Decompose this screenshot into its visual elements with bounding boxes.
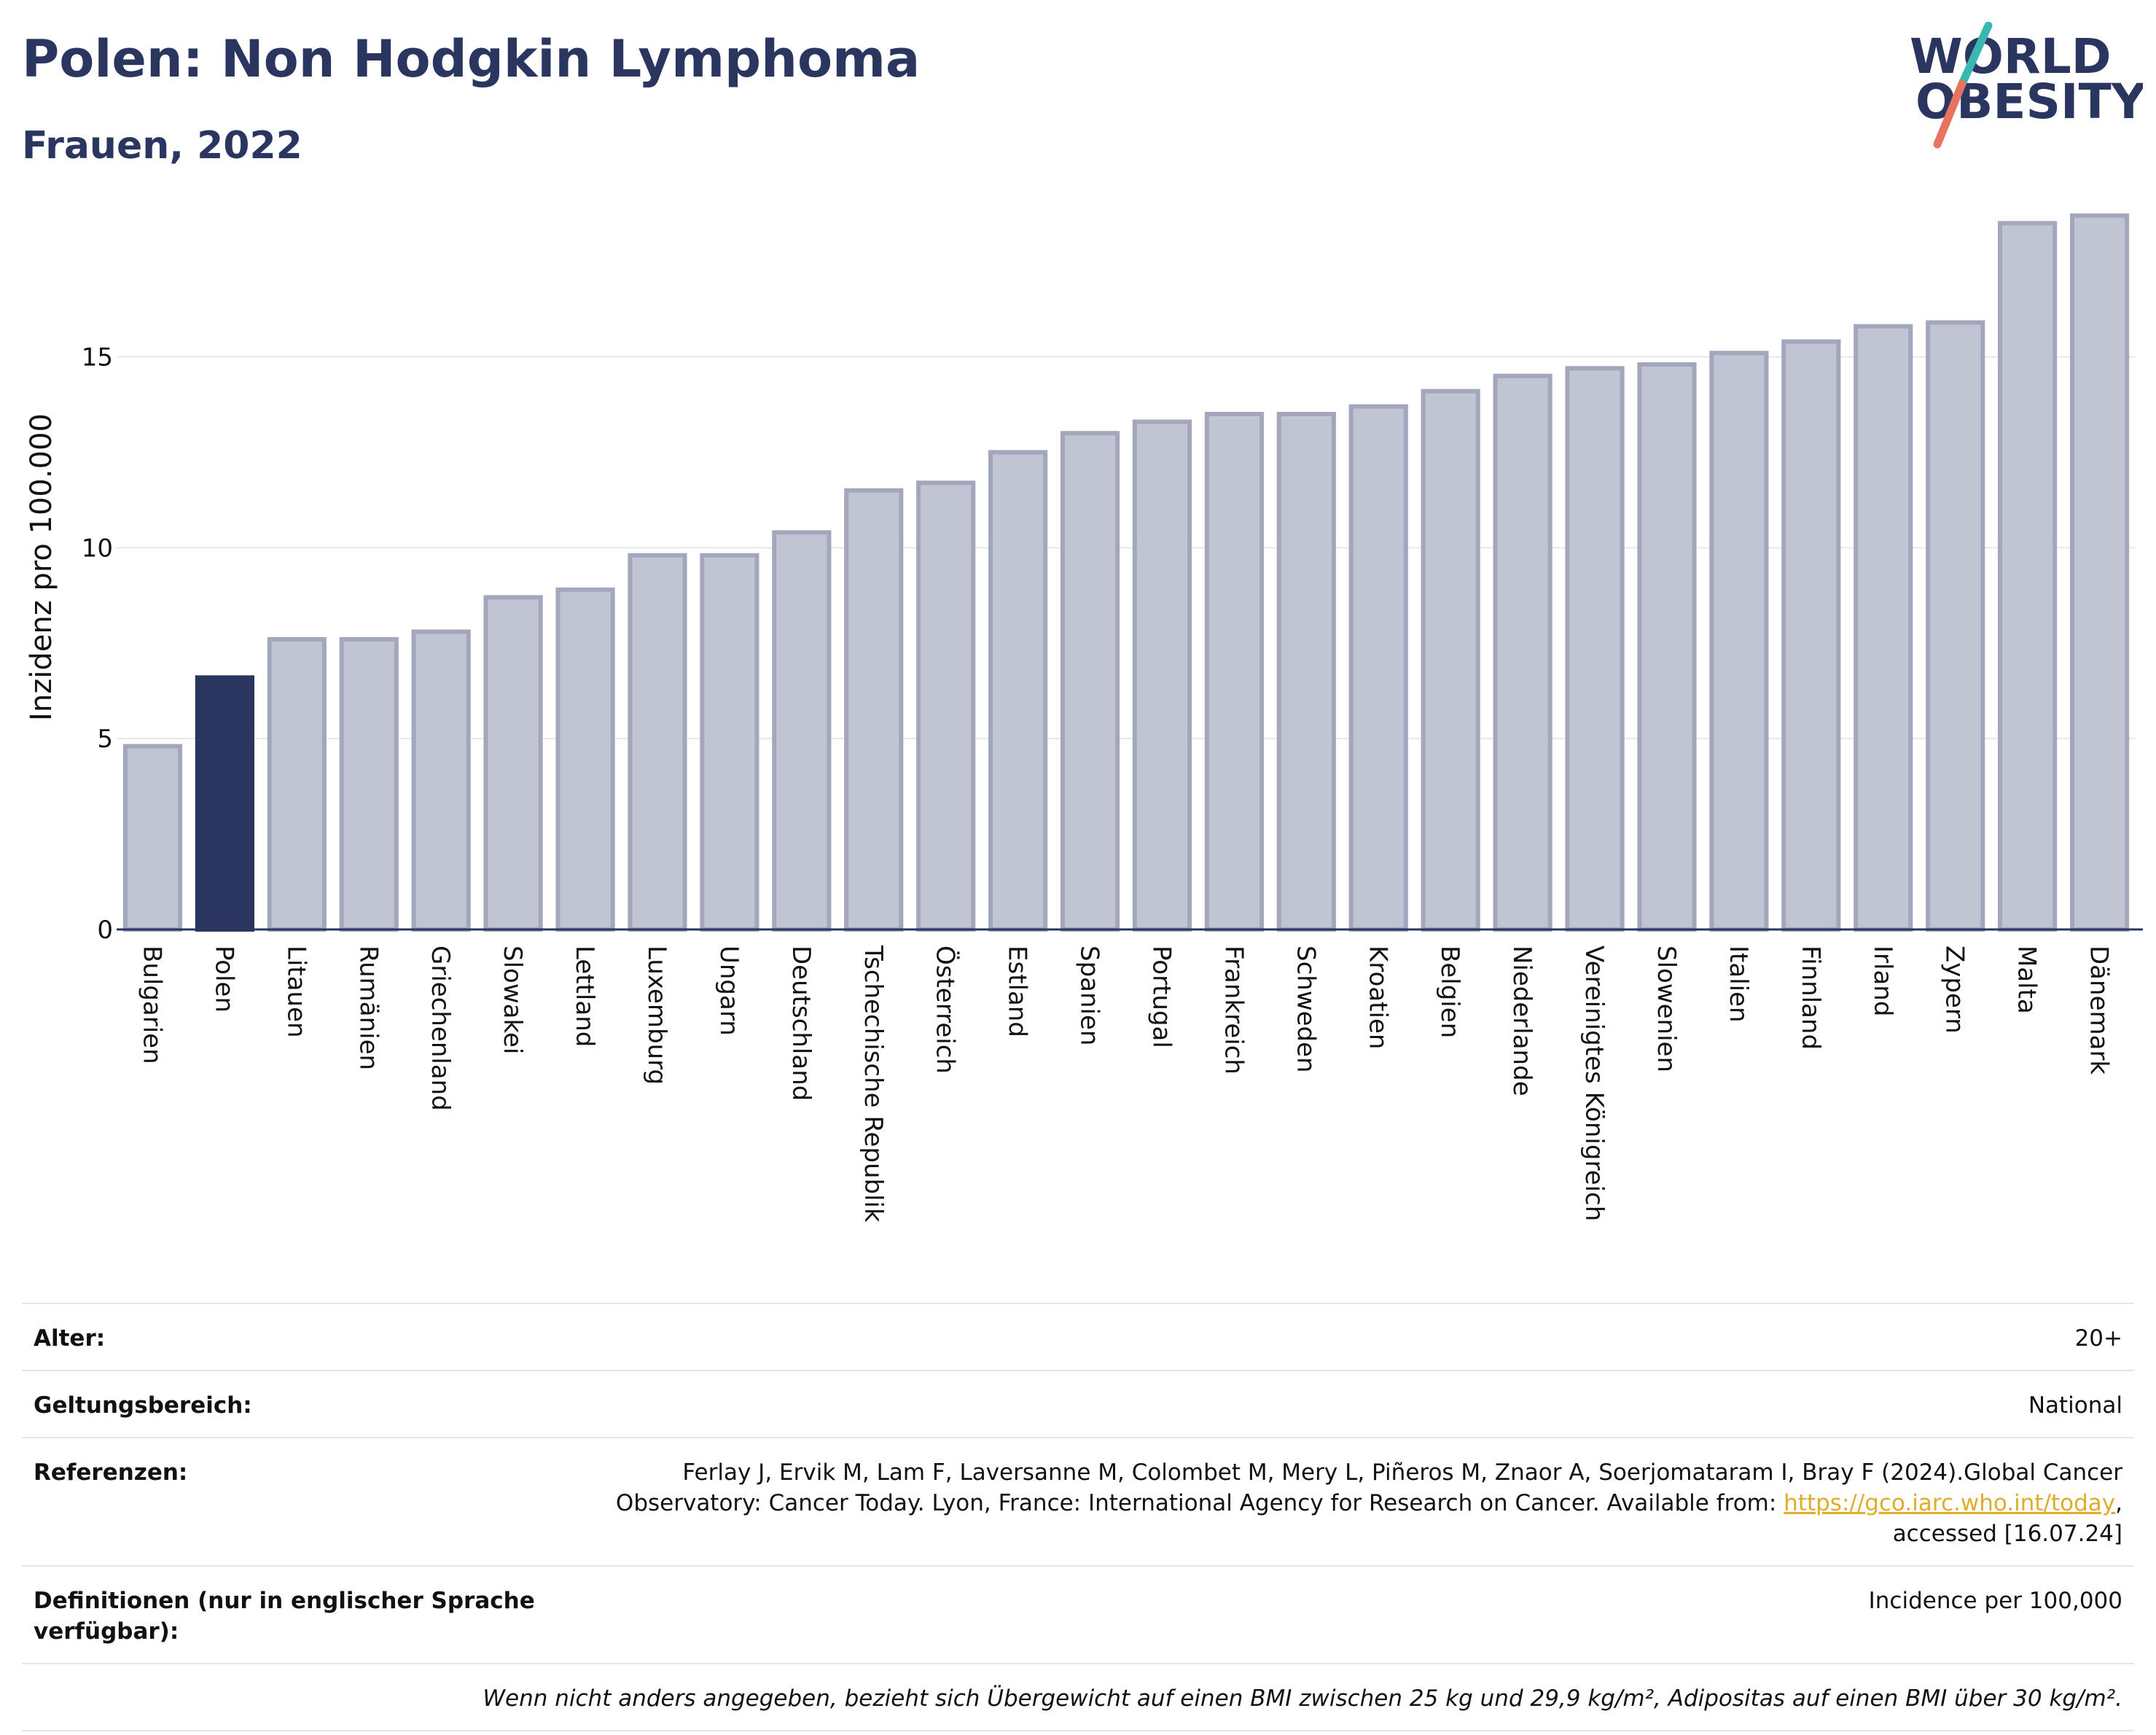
bar-kroatien bbox=[1348, 404, 1408, 932]
x-tick-label: Schweden bbox=[1291, 946, 1320, 1073]
reference-line2: Observatory: Cancer Today. Lyon, France:… bbox=[615, 1490, 1784, 1516]
meta-row-age: Alter: 20+ bbox=[22, 1303, 2134, 1371]
x-tick-label: Deutschland bbox=[786, 946, 816, 1101]
chart-bars bbox=[122, 213, 2130, 932]
x-tick-label: Frankreich bbox=[1219, 946, 1248, 1075]
bar-slowenien bbox=[1637, 362, 1697, 932]
x-tick-label: Finnland bbox=[1796, 946, 1825, 1050]
bar-italien bbox=[1709, 351, 1769, 932]
footnote: Wenn nicht anders angegeben, bezieht sic… bbox=[22, 1663, 2134, 1731]
x-tick-label: Rumänien bbox=[354, 946, 383, 1070]
bar-griechenland bbox=[411, 629, 471, 932]
y-tick-label: 10 bbox=[82, 534, 113, 563]
bar-portugal bbox=[1132, 419, 1192, 932]
x-tick-label: Slowakei bbox=[498, 946, 527, 1054]
bar-österreich bbox=[916, 480, 976, 932]
meta-key: Alter: bbox=[22, 1303, 570, 1371]
x-tick-label: Irland bbox=[1868, 946, 1897, 1016]
meta-row-references: Referenzen: Ferlay J, Ervik M, Lam F, La… bbox=[22, 1437, 2134, 1567]
x-tick-label: Italien bbox=[1724, 946, 1753, 1023]
y-tick-label: 0 bbox=[97, 916, 113, 945]
meta-value: Incidence per 100,000 bbox=[570, 1565, 2134, 1664]
x-tick-label: Dänemark bbox=[2085, 946, 2114, 1075]
x-tick-label: Portugal bbox=[1147, 946, 1176, 1048]
x-tick-label: Griechenland bbox=[426, 946, 455, 1111]
meta-key: Definitionen (nur in englischer Sprache … bbox=[22, 1565, 570, 1664]
y-tick-label: 5 bbox=[97, 725, 113, 754]
reference-line2-end: , bbox=[2115, 1490, 2122, 1516]
x-tick-label: Slowenien bbox=[1652, 946, 1681, 1072]
x-tick-label: Belgien bbox=[1435, 946, 1464, 1038]
x-tick-label: Lettland bbox=[570, 946, 599, 1047]
bar-slowakei bbox=[483, 595, 543, 932]
page-title: Polen: Non Hodgkin Lymphoma bbox=[22, 29, 921, 89]
world-obesity-logo: WORLD OBESITY bbox=[1910, 22, 2143, 149]
meta-row-scope: Geltungsbereich: National bbox=[22, 1370, 2134, 1438]
bar-polen bbox=[195, 675, 254, 932]
x-tick-label: Litauen bbox=[281, 946, 310, 1038]
x-tick-label: Niederlande bbox=[1507, 946, 1536, 1096]
reference-link[interactable]: https://gco.iarc.who.int/today bbox=[1784, 1490, 2116, 1516]
bar-frankreich bbox=[1204, 412, 1264, 932]
bar-niederlande bbox=[1493, 373, 1552, 932]
x-tick-label: Vereinigtes Königreich bbox=[1579, 946, 1609, 1221]
x-tick-label: Österreich bbox=[931, 946, 961, 1074]
bar-finnland bbox=[1781, 339, 1841, 932]
metadata-table: Alter: 20+ Geltungsbereich: National Ref… bbox=[22, 1303, 2134, 1731]
y-axis-title: Inzidenz pro 100.000 bbox=[25, 413, 58, 721]
x-axis-ticks: Bulgarien Polen Litauen Rumänien Griechenlan… bbox=[137, 945, 2113, 1223]
meta-row-definitions: Definitionen (nur in englischer Sprache … bbox=[22, 1565, 2134, 1664]
bar-litauen bbox=[267, 637, 327, 932]
y-axis-ticks: 0 5 10 15 bbox=[82, 343, 113, 945]
y-tick-label: 15 bbox=[82, 343, 113, 372]
x-tick-label: Bulgarien bbox=[137, 946, 166, 1064]
bar-chart: 0 5 10 15 Bulgarien Polen Litauen Rumänien Grie… bbox=[25, 213, 2143, 1223]
logo-line1: WORLD bbox=[1910, 28, 2112, 85]
bar-belgien bbox=[1421, 389, 1480, 932]
reference-line1: Ferlay J, Ervik M, Lam F, Laversanne M, … bbox=[682, 1459, 2122, 1486]
meta-value: 20+ bbox=[570, 1303, 2134, 1371]
bar-vereinigtes-königreich bbox=[1565, 366, 1625, 932]
x-tick-label: Tschechische Republik bbox=[859, 945, 888, 1223]
bar-spanien bbox=[1060, 431, 1120, 932]
bar-irland bbox=[1854, 324, 1913, 932]
reference-line3: accessed [16.07.24] bbox=[1892, 1521, 2122, 1547]
logo-slash-top bbox=[1958, 22, 1993, 88]
logo-slash-bottom bbox=[1933, 79, 1966, 149]
x-tick-label: Estland bbox=[1003, 946, 1032, 1037]
bar-deutschland bbox=[772, 530, 832, 932]
bar-ungarn bbox=[700, 553, 759, 932]
meta-value: Ferlay J, Ervik M, Lam F, Laversanne M, … bbox=[570, 1437, 2134, 1567]
meta-row-note: Wenn nicht anders angegeben, bezieht sic… bbox=[22, 1663, 2134, 1731]
page-subtitle: Frauen, 2022 bbox=[22, 124, 302, 168]
bar-tschechische-republik bbox=[844, 488, 904, 932]
x-tick-label: Polen bbox=[209, 946, 238, 1013]
bar-bulgarien bbox=[122, 744, 183, 932]
meta-value: National bbox=[570, 1370, 2134, 1438]
bar-schweden bbox=[1276, 412, 1336, 932]
bar-luxemburg bbox=[628, 553, 687, 932]
bar-malta bbox=[1998, 221, 2058, 932]
x-tick-label: Zypern bbox=[1940, 946, 1969, 1034]
x-tick-label: Spanien bbox=[1075, 946, 1104, 1045]
meta-key: Referenzen: bbox=[22, 1437, 570, 1567]
x-tick-label: Malta bbox=[2012, 946, 2042, 1014]
bar-dänemark bbox=[2069, 213, 2130, 932]
x-tick-label: Kroatien bbox=[1363, 946, 1392, 1049]
meta-key: Geltungsbereich: bbox=[22, 1370, 570, 1438]
bar-estland bbox=[988, 450, 1048, 932]
x-tick-label: Luxemburg bbox=[642, 946, 671, 1085]
x-tick-label: Ungarn bbox=[714, 946, 743, 1036]
bar-lettland bbox=[555, 587, 615, 932]
bar-rumänien bbox=[339, 637, 399, 932]
bar-zypern bbox=[1926, 320, 1985, 932]
